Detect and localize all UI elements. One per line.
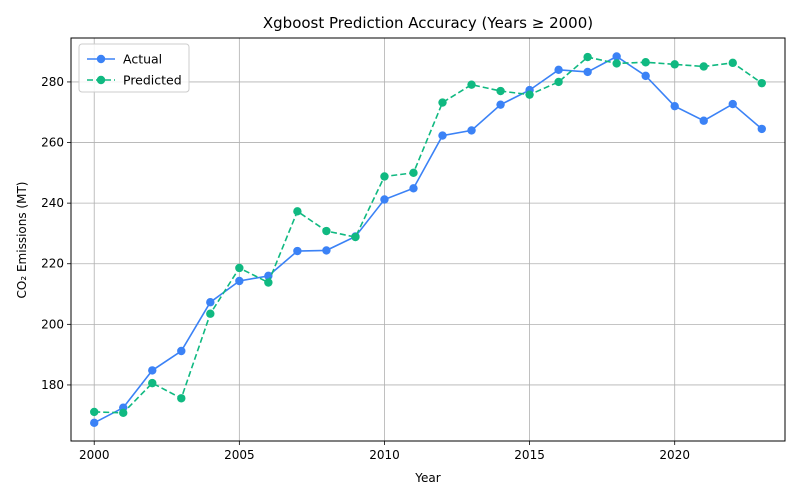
data-point-predicted [380, 172, 389, 181]
data-point-actual [728, 99, 737, 109]
plot-area [70, 37, 786, 442]
legend-label-actual: Actual [123, 52, 162, 67]
data-point-actual [177, 346, 186, 356]
data-point-predicted [206, 309, 215, 318]
x-tick-label: 2015 [514, 448, 545, 462]
data-point-predicted [670, 60, 679, 69]
data-point-actual [235, 276, 244, 286]
y-axis: 180 200 220 240 260 280 [41, 75, 71, 392]
data-point-predicted [583, 52, 592, 62]
data-point-actual [409, 184, 418, 193]
data-point-actual [554, 65, 563, 75]
series-line-actual [93, 55, 763, 424]
data-point-actual [757, 124, 766, 134]
y-tick-label: 180 [41, 378, 64, 392]
gridlines [71, 38, 785, 441]
data-point-actual [206, 298, 215, 307]
data-point-actual [90, 418, 99, 428]
legend-marker-predicted [96, 75, 106, 85]
y-tick-label: 260 [41, 136, 64, 150]
data-point-actual [380, 195, 389, 204]
data-point-actual [496, 100, 505, 109]
data-point-predicted [699, 62, 708, 71]
data-point-predicted [90, 407, 99, 417]
data-point-predicted [438, 98, 447, 107]
data-point-predicted [612, 59, 621, 68]
data-point-actual [148, 366, 157, 375]
legend-marker-actual [96, 54, 106, 64]
data-point-actual [438, 131, 447, 140]
x-tick-label: 2005 [224, 448, 255, 462]
data-point-predicted [148, 378, 157, 388]
x-tick-label: 2010 [369, 448, 400, 462]
x-tick-label: 2000 [79, 448, 110, 462]
x-axis: 2000 2005 2010 2015 2020 [79, 441, 690, 462]
data-point-predicted [322, 226, 331, 236]
y-tick-label: 200 [41, 317, 64, 331]
data-point-predicted [496, 86, 505, 96]
data-point-predicted [235, 263, 244, 273]
data-point-actual [612, 52, 621, 61]
y-axis-label: CO₂ Emissions (MT) [15, 182, 29, 299]
data-point-actual [670, 101, 679, 111]
data-point-predicted [409, 168, 418, 178]
data-point-predicted [351, 232, 360, 242]
y-tick-label: 240 [41, 196, 64, 210]
data-point-predicted [641, 58, 650, 67]
x-axis-label: Year [414, 471, 440, 485]
x-tick-label: 2020 [659, 448, 690, 462]
data-point-predicted [293, 207, 302, 216]
data-point-actual [641, 71, 650, 81]
y-tick-label: 220 [41, 257, 64, 271]
data-point-actual [293, 246, 302, 256]
data-point-predicted [757, 78, 766, 88]
data-point-predicted [119, 408, 128, 418]
data-point-actual [699, 116, 708, 125]
data-point-predicted [525, 90, 534, 99]
data-point-predicted [728, 58, 737, 68]
data-point-predicted [554, 77, 563, 87]
data-point-predicted [467, 80, 476, 89]
data-point-actual [467, 126, 476, 135]
legend-label-predicted: Predicted [123, 73, 182, 88]
data-point-actual [322, 246, 331, 255]
y-tick-label: 280 [41, 75, 64, 89]
chart-title: Xgboost Prediction Accuracy (Years ≥ 200… [263, 14, 593, 32]
legend: Actual Predicted [78, 43, 190, 93]
data-point-actual [583, 67, 592, 77]
data-point-predicted [177, 394, 186, 403]
series-line-predicted [94, 56, 763, 414]
data-point-predicted [264, 278, 273, 287]
series-layer [90, 52, 766, 428]
